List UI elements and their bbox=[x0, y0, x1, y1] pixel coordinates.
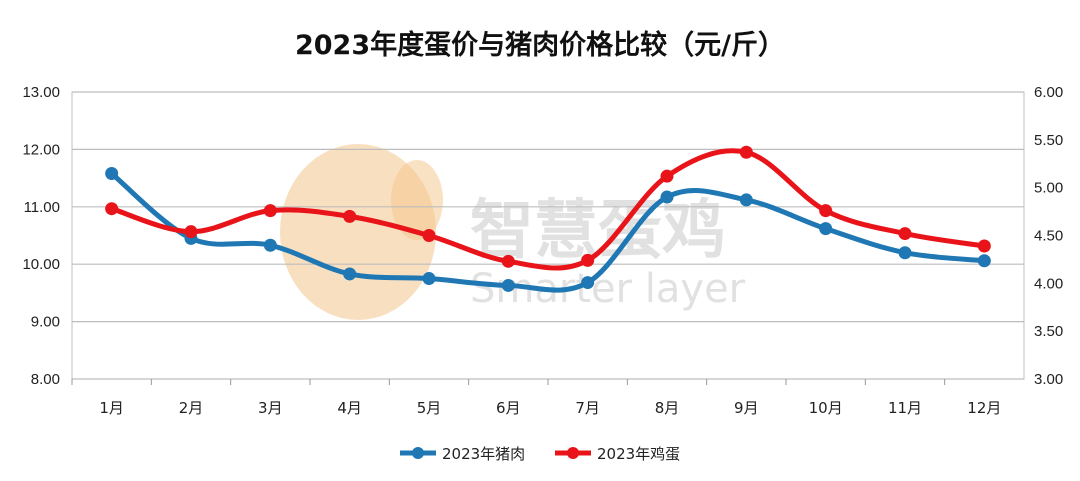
data-point-pork bbox=[343, 267, 357, 281]
data-point-pork bbox=[739, 193, 753, 207]
data-point-pork bbox=[977, 254, 991, 268]
data-point-egg bbox=[739, 145, 753, 159]
x-tick-label: 2月 bbox=[179, 399, 204, 417]
series-layer bbox=[105, 145, 991, 293]
right-tick-label: 4.50 bbox=[1034, 228, 1063, 245]
data-point-egg bbox=[581, 253, 595, 267]
data-point-egg bbox=[819, 204, 833, 218]
x-axis: 1月 2月 3月 4月 5月 6月 7月 8月 9月 10月 11月 12月 bbox=[71, 379, 1001, 417]
right-tick-label: 5.00 bbox=[1034, 180, 1063, 197]
right-tick-label: 6.00 bbox=[1034, 84, 1063, 101]
watermark-logo-egg-small bbox=[391, 160, 443, 240]
legend-marker-egg bbox=[567, 447, 579, 459]
x-tick-label: 9月 bbox=[734, 399, 759, 417]
data-point-egg bbox=[184, 225, 198, 239]
x-tick-label: 4月 bbox=[337, 399, 362, 417]
left-tick-label: 9.00 bbox=[31, 314, 60, 331]
data-point-egg bbox=[660, 169, 674, 183]
data-point-pork bbox=[422, 272, 436, 286]
right-tick-label: 4.00 bbox=[1034, 275, 1063, 292]
data-point-pork bbox=[263, 238, 277, 252]
x-tick-label: 7月 bbox=[575, 399, 600, 417]
data-point-egg bbox=[105, 202, 119, 216]
watermark-english: Smarter layer bbox=[470, 266, 746, 312]
x-tick-label: 6月 bbox=[496, 399, 521, 417]
left-tick-label: 11.00 bbox=[24, 199, 60, 216]
left-tick-label: 10.00 bbox=[22, 256, 60, 273]
x-tick-label: 1月 bbox=[99, 399, 124, 417]
data-point-pork bbox=[660, 190, 674, 204]
data-point-pork bbox=[105, 167, 119, 181]
data-point-pork bbox=[819, 222, 833, 236]
right-axis: 3.00 3.50 4.00 4.50 5.00 5.50 6.00 bbox=[1034, 84, 1063, 388]
left-axis: 8.00 9.00 10.00 11.00 12.00 13.00 bbox=[22, 84, 60, 388]
x-tick-label: 8月 bbox=[655, 399, 680, 417]
data-point-pork bbox=[501, 278, 515, 292]
x-tick-label: 5月 bbox=[417, 399, 442, 417]
right-tick-label: 3.50 bbox=[1034, 323, 1063, 340]
left-tick-label: 8.00 bbox=[31, 371, 60, 388]
legend-label-egg: 2023年鸡蛋 bbox=[597, 445, 680, 463]
chart-title: 2023年度蛋价与猪肉价格比较（元/斤） bbox=[295, 29, 785, 61]
data-point-pork bbox=[898, 246, 912, 260]
data-point-egg bbox=[422, 229, 436, 242]
right-tick-label: 5.50 bbox=[1034, 132, 1063, 149]
x-tick-label: 10月 bbox=[809, 399, 843, 417]
data-point-egg bbox=[343, 209, 357, 223]
data-point-egg bbox=[898, 227, 912, 241]
x-tick-label: 11月 bbox=[888, 399, 922, 417]
data-point-egg bbox=[501, 254, 515, 268]
legend-marker-pork bbox=[412, 447, 424, 459]
x-tick-label: 3月 bbox=[258, 399, 283, 417]
left-tick-label: 13.00 bbox=[22, 84, 60, 101]
data-point-pork bbox=[581, 276, 595, 290]
left-tick-label: 12.00 bbox=[22, 141, 60, 158]
data-point-egg bbox=[263, 204, 277, 218]
data-point-egg bbox=[977, 239, 991, 253]
legend-label-pork: 2023年猪肉 bbox=[442, 445, 525, 463]
legend: 2023年猪肉 2023年鸡蛋 bbox=[400, 445, 680, 463]
right-tick-label: 3.00 bbox=[1034, 371, 1063, 388]
x-tick-label: 12月 bbox=[967, 399, 1001, 417]
